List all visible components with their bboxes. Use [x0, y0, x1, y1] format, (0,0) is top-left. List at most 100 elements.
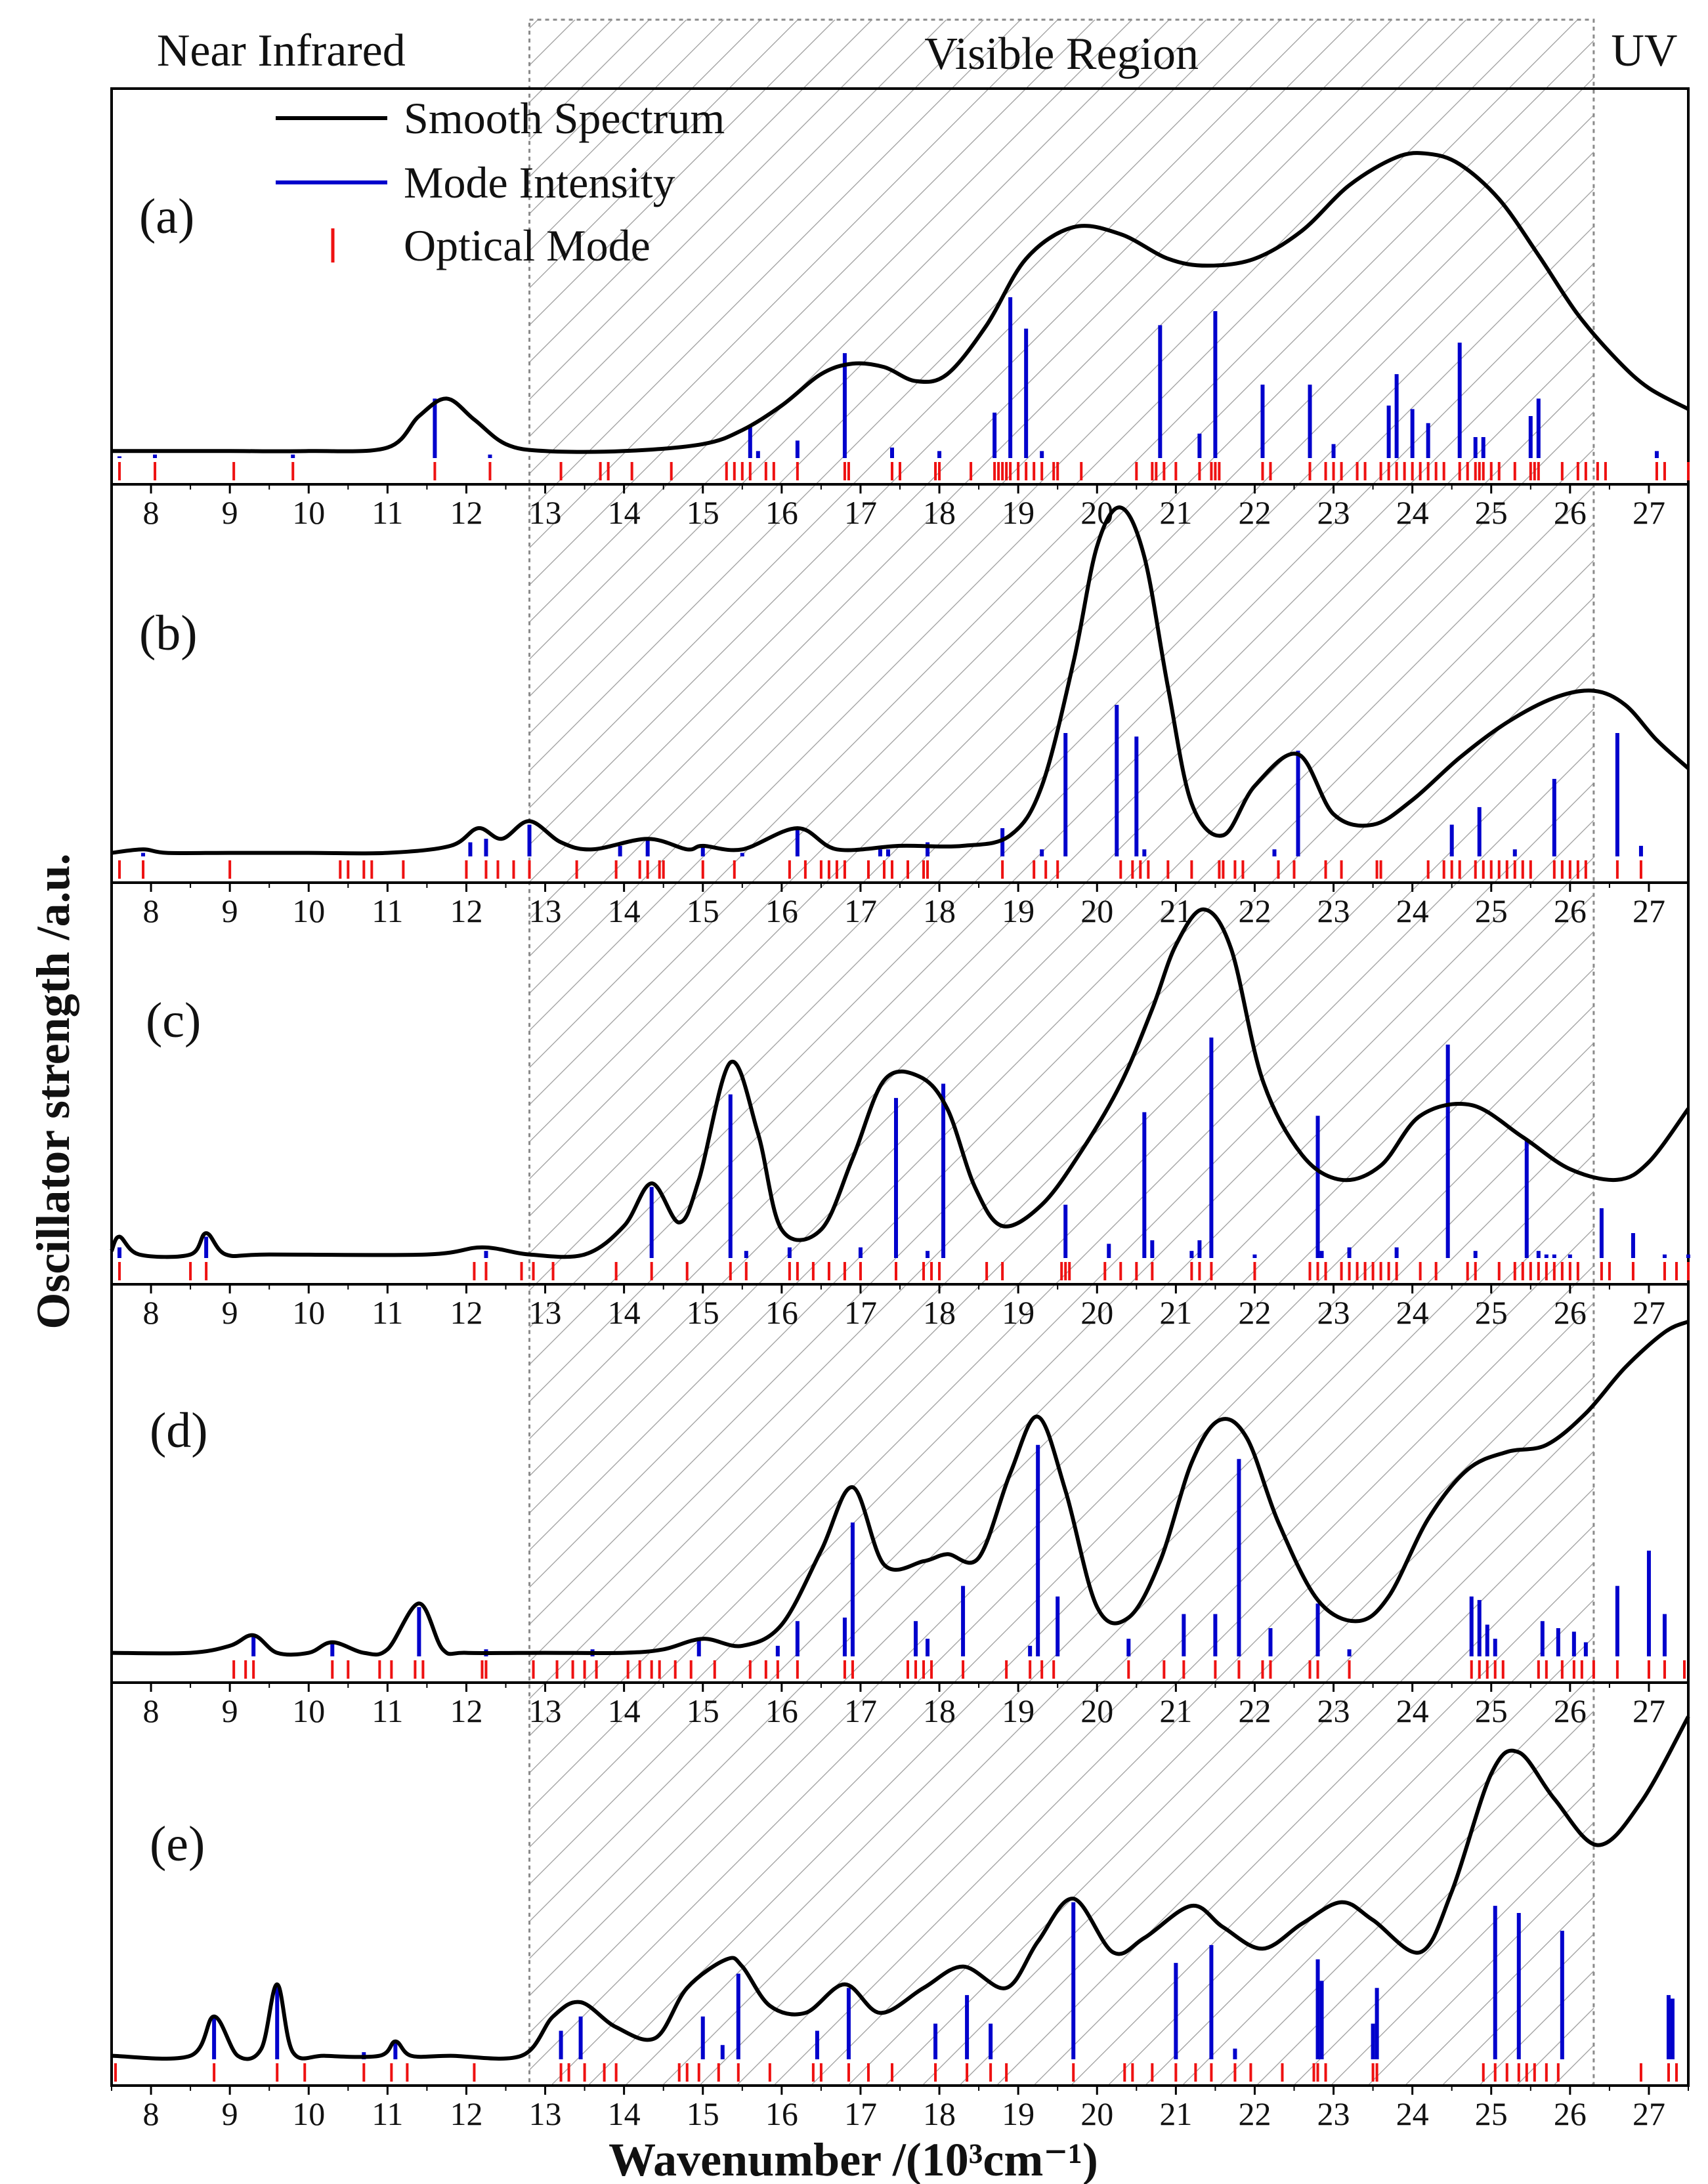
- x-tick-label: 14: [608, 1294, 641, 1331]
- x-tick-label: 19: [1002, 2095, 1035, 2132]
- panel-label: (b): [139, 606, 198, 661]
- x-tick-label: 12: [450, 1692, 482, 1729]
- x-tick-label: 23: [1317, 1692, 1350, 1729]
- x-tick-label: 20: [1080, 494, 1113, 531]
- panel-3: 8 9 10 11 12 13 14 15 16 17 18 19 20 21 22 23 24 25 26 27 (c…: [110, 881, 1690, 1331]
- x-tick-label: 27: [1633, 2095, 1665, 2132]
- x-tick-label: 21: [1159, 2095, 1192, 2132]
- x-tick-label: 11: [372, 494, 403, 531]
- x-tick-label: 24: [1396, 494, 1429, 531]
- x-tick-label: 21: [1159, 1294, 1192, 1331]
- x-tick-label: 18: [923, 1294, 956, 1331]
- x-tick-label: 24: [1396, 1294, 1429, 1331]
- x-tick-label: 11: [372, 1692, 403, 1729]
- panel-label: (d): [150, 1403, 208, 1458]
- x-tick-label: 16: [765, 892, 798, 929]
- x-tick-label: 11: [372, 2095, 403, 2132]
- x-tick-label: 13: [529, 2095, 562, 2132]
- x-tick-label: 23: [1317, 494, 1350, 531]
- x-tick-label: 11: [372, 892, 403, 929]
- x-tick-label: 20: [1080, 892, 1113, 929]
- x-tick-label: 12: [450, 494, 482, 531]
- x-tick-label: 16: [765, 2095, 798, 2132]
- panel-label: (c): [146, 993, 201, 1048]
- x-tick-label: 23: [1317, 2095, 1350, 2132]
- y-axis-title: Oscillator strength /a.u.: [27, 853, 79, 1329]
- x-tick-label: 18: [923, 494, 956, 531]
- panel-4: 8 9 10 11 12 13 14 15 16 17 18 19 20 21 22 23 24 25 26 27 (d…: [110, 1283, 1690, 1729]
- x-tick-label: 24: [1396, 1692, 1429, 1729]
- panels-group: 8 9 10 11 12 13 14 15 16 17 18 19 20 21 22 23 24 25 26 27 (a…: [110, 87, 1690, 2132]
- x-tick-label: 22: [1238, 1692, 1271, 1729]
- x-tick-label: 26: [1554, 1294, 1587, 1331]
- x-tick-label: 13: [529, 1294, 562, 1331]
- x-tick-label: 12: [450, 892, 482, 929]
- x-tick-label: 15: [687, 2095, 719, 2132]
- x-tick-label: 21: [1159, 1692, 1192, 1729]
- x-tick-label: 19: [1002, 494, 1035, 531]
- x-tick-label: 9: [222, 892, 238, 929]
- x-tick-label: 18: [923, 892, 956, 929]
- x-tick-label: 10: [292, 2095, 325, 2132]
- x-tick-label: 8: [143, 1692, 160, 1729]
- x-tick-label: 8: [143, 494, 160, 531]
- x-tick-label: 9: [222, 1294, 238, 1331]
- x-tick-label: 19: [1002, 892, 1035, 929]
- x-tick-label: 8: [143, 2095, 160, 2132]
- x-tick-label: 22: [1238, 2095, 1271, 2132]
- x-tick-label: 17: [844, 494, 877, 531]
- x-tick-label: 26: [1554, 1692, 1587, 1729]
- region-label-near-infrared: Near Infrared: [157, 26, 406, 76]
- region-label-visible: Visible Region: [924, 29, 1199, 79]
- x-tick-label: 8: [143, 1294, 160, 1331]
- x-tick-label: 16: [765, 1692, 798, 1729]
- x-tick-label: 15: [687, 1294, 719, 1331]
- x-tick-label: 21: [1159, 494, 1192, 531]
- x-tick-label: 25: [1475, 494, 1508, 531]
- x-tick-label: 14: [608, 494, 641, 531]
- x-tick-label: 26: [1554, 892, 1587, 929]
- x-tick-label: 20: [1080, 2095, 1113, 2132]
- smooth-spectrum-line: [110, 907, 1690, 1259]
- x-tick-label: 15: [687, 892, 719, 929]
- x-tick-label: 10: [292, 1294, 325, 1331]
- smooth-spectrum-line: [111, 505, 1690, 856]
- x-tick-label: 12: [450, 2095, 482, 2132]
- x-tick-label: 17: [844, 1294, 877, 1331]
- x-tick-label: 17: [844, 892, 877, 929]
- x-tick-label: 16: [765, 494, 798, 531]
- x-tick-label: 26: [1554, 2095, 1587, 2132]
- x-tick-label: 27: [1633, 494, 1665, 531]
- x-tick-label: 19: [1002, 1692, 1035, 1729]
- x-tick-label: 13: [529, 494, 562, 531]
- x-tick-label: 10: [292, 494, 325, 531]
- x-tick-label: 22: [1238, 1294, 1271, 1331]
- x-tick-label: 27: [1633, 1294, 1665, 1331]
- x-axis-title: Wavenumber /(10³cm⁻¹): [608, 2133, 1098, 2184]
- x-tick-label: 17: [844, 2095, 877, 2132]
- panel-label: (a): [139, 189, 194, 244]
- visible-region-band: [528, 18, 1595, 2087]
- x-tick-label: 18: [923, 1692, 956, 1729]
- x-tick-label: 22: [1238, 494, 1271, 531]
- x-tick-label: 25: [1475, 2095, 1508, 2132]
- x-tick-label: 20: [1080, 1692, 1113, 1729]
- legend: Smooth Spectrum Mode Intensity Optical M…: [276, 93, 725, 270]
- x-tick-label: 23: [1317, 892, 1350, 929]
- smooth-spectrum-line: [111, 1320, 1690, 1657]
- x-tick-label: 12: [450, 1294, 482, 1331]
- x-tick-label: 13: [529, 1692, 562, 1729]
- x-tick-label: 18: [923, 2095, 956, 2132]
- legend-smooth-label: Smooth Spectrum: [404, 93, 725, 143]
- legend-optical-label: Optical Mode: [404, 220, 651, 270]
- x-tick-label: 27: [1633, 1692, 1665, 1729]
- x-tick-label: 19: [1002, 1294, 1035, 1331]
- panel-1: 8 9 10 11 12 13 14 15 16 17 18 19 20 21 22 23 24 25 26 27 (a…: [110, 87, 1690, 531]
- region-label-uv: UV: [1611, 26, 1677, 76]
- panel-5: 8 9 10 11 12 13 14 15 16 17 18 19 20 21 22 23 24 25 26 27 (e…: [110, 1681, 1690, 2132]
- x-tick-label: 9: [222, 494, 238, 531]
- x-tick-label: 22: [1238, 892, 1271, 929]
- x-tick-label: 9: [222, 1692, 238, 1729]
- x-tick-label: 14: [608, 1692, 641, 1729]
